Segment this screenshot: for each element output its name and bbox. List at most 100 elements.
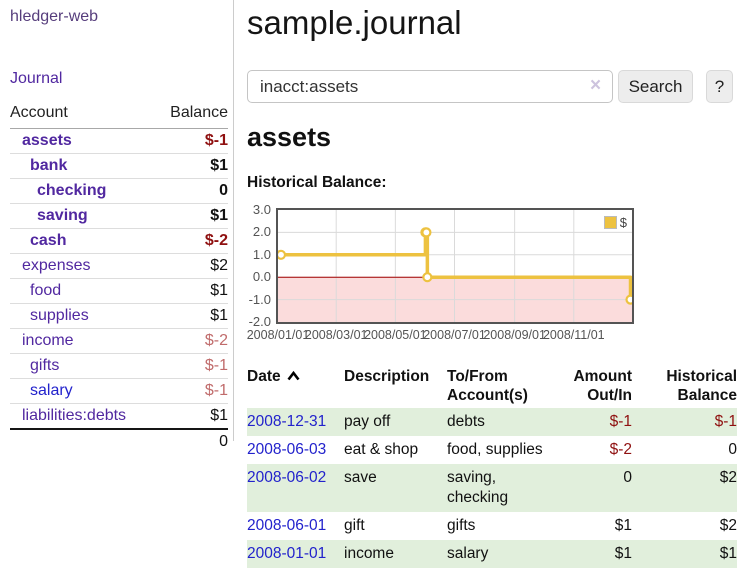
date-column-header[interactable]: Date [247, 363, 344, 408]
table-row: 2008-06-02 save saving, checking 0 $2 [247, 464, 737, 512]
transaction-description: income [344, 540, 447, 568]
accounts-table-header: Account Balance [10, 100, 228, 129]
sort-ascending-icon [287, 370, 300, 381]
balance-column-header: Historical Balance [666, 368, 737, 404]
table-row: 2008-06-01 gift gifts $1 $2 [247, 512, 737, 540]
accounts-table: Account Balance assets $-1 bank $1 check… [10, 100, 228, 454]
y-tick-label: -1.0 [248, 291, 271, 307]
account-link-income[interactable]: income [22, 332, 74, 349]
sidebar: hledger-web Journal Account Balance asse… [0, 0, 234, 454]
register-table: Date Description To/From Account(s) Amou… [247, 363, 737, 568]
y-tick-label: 2.0 [252, 224, 271, 240]
transaction-date-link[interactable]: 2008-06-02 [247, 469, 327, 486]
x-tick-label: 2008/01/01 [246, 328, 310, 342]
transaction-accounts: food, supplies [447, 441, 543, 458]
accounts-total-row: 0 [10, 428, 228, 454]
table-row: cash $-2 [10, 228, 228, 254]
transaction-accounts: saving, checking [447, 464, 555, 512]
legend-swatch-icon [603, 216, 617, 229]
account-balance: $-1 [119, 378, 228, 404]
transaction-accounts: gifts [447, 517, 476, 534]
table-row: salary $-1 [10, 378, 228, 404]
chart-heading: Historical Balance: [247, 174, 387, 191]
account-link-liabilities-debts[interactable]: liabilities:debts [22, 407, 127, 424]
filtered-account-heading: assets [247, 122, 332, 152]
balance-chart: $ [276, 208, 634, 324]
y-axis-labels: 3.0 2.0 1.0 0.0 -1.0 -2.0 [224, 202, 271, 329]
register-header-row: Date Description To/From Account(s) Amou… [247, 363, 737, 408]
balance-column-header: Balance [119, 100, 228, 129]
account-link-supplies[interactable]: supplies [30, 307, 89, 324]
transaction-description: save [344, 464, 447, 512]
account-balance: $1 [119, 153, 228, 179]
y-tick-label: 1.0 [252, 246, 271, 262]
amount-column-header: Amount Out/In [573, 368, 632, 404]
transaction-date-link[interactable]: 2008-12-31 [247, 413, 327, 430]
transaction-balance: $2 [719, 517, 737, 534]
table-row: saving $1 [10, 203, 228, 229]
account-link-saving[interactable]: saving [37, 207, 88, 224]
account-balance: $1 [119, 303, 228, 329]
account-link-bank[interactable]: bank [30, 157, 68, 174]
chart-legend: $ [603, 215, 627, 230]
account-link-cash[interactable]: cash [30, 232, 67, 249]
y-tick-label: 0.0 [252, 269, 271, 285]
account-link-gifts[interactable]: gifts [30, 357, 60, 374]
balance-chart-plot [278, 210, 632, 322]
accounts-column-header: To/From Account(s) [447, 368, 528, 404]
account-balance: $1 [210, 407, 228, 424]
transaction-date-link[interactable]: 2008-01-01 [247, 545, 327, 562]
account-balance: $2 [119, 253, 228, 279]
account-link-checking[interactable]: checking [37, 182, 107, 199]
y-tick-label: 3.0 [252, 202, 271, 217]
table-row: 2008-01-01 income salary $1 $1 [247, 540, 737, 568]
account-link-expenses[interactable]: expenses [22, 257, 91, 274]
transaction-amount: $-1 [555, 408, 632, 436]
x-tick-label: 2008/09/01 [483, 328, 546, 342]
account-balance: $-2 [119, 328, 228, 354]
account-link-food[interactable]: food [30, 282, 62, 299]
transaction-balance: $2 [632, 464, 737, 512]
table-row: liabilities:debts $1 [10, 404, 228, 430]
page-title: sample.journal [247, 4, 462, 41]
account-balance: 0 [119, 178, 228, 204]
x-tick-label: 2008/05/01 [364, 328, 427, 342]
transaction-balance: $1 [632, 540, 737, 568]
table-row: income $-2 [10, 328, 228, 354]
table-row: assets $-1 [10, 128, 228, 154]
account-balance: $1 [119, 203, 228, 229]
account-column-header: Account [10, 100, 119, 129]
table-row: gifts $-1 [10, 353, 228, 379]
transaction-description: eat & shop [344, 441, 419, 458]
transaction-amount: 0 [555, 464, 632, 512]
account-link-assets[interactable]: assets [22, 132, 72, 149]
transaction-balance: $-1 [632, 408, 737, 436]
x-tick-label: 2008/03/01 [304, 328, 368, 342]
sidebar-item-journal[interactable]: Journal [10, 70, 63, 87]
transaction-balance: 0 [728, 441, 737, 458]
transaction-description: gift [344, 517, 365, 534]
transaction-amount: $-2 [609, 441, 632, 458]
app-brand-link[interactable]: hledger-web [10, 8, 99, 25]
account-link-salary[interactable]: salary [30, 382, 73, 399]
search-button[interactable]: Search [618, 70, 693, 103]
table-row: 2008-06-03 eat & shop food, supplies $-2… [247, 436, 737, 464]
help-button[interactable]: ? [706, 70, 733, 103]
transaction-date-link[interactable]: 2008-06-01 [247, 517, 327, 534]
account-balance: $-2 [119, 228, 228, 254]
transaction-accounts: salary [447, 540, 555, 568]
table-row: 2008-12-31 pay off debts $-1 $-1 [247, 408, 737, 436]
x-tick-label: 2008/07/01 [423, 328, 486, 342]
transaction-amount: $1 [555, 540, 632, 568]
table-row: bank $1 [10, 153, 228, 179]
account-balance: $1 [119, 278, 228, 304]
y-tick-label: -2.0 [248, 314, 271, 329]
transaction-date-link[interactable]: 2008-06-03 [247, 441, 327, 458]
table-row: food $1 [10, 278, 228, 304]
legend-label: $ [619, 215, 627, 230]
table-row: expenses $2 [10, 253, 228, 279]
x-axis-labels: 2008/01/01 2008/03/01 2008/05/01 2008/07/01… [247, 328, 632, 344]
description-column-header: Description [344, 368, 430, 385]
clear-search-icon[interactable]: × [590, 75, 602, 96]
search-input[interactable] [247, 70, 613, 103]
